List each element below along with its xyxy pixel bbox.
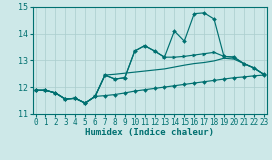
X-axis label: Humidex (Indice chaleur): Humidex (Indice chaleur) [85,128,214,137]
